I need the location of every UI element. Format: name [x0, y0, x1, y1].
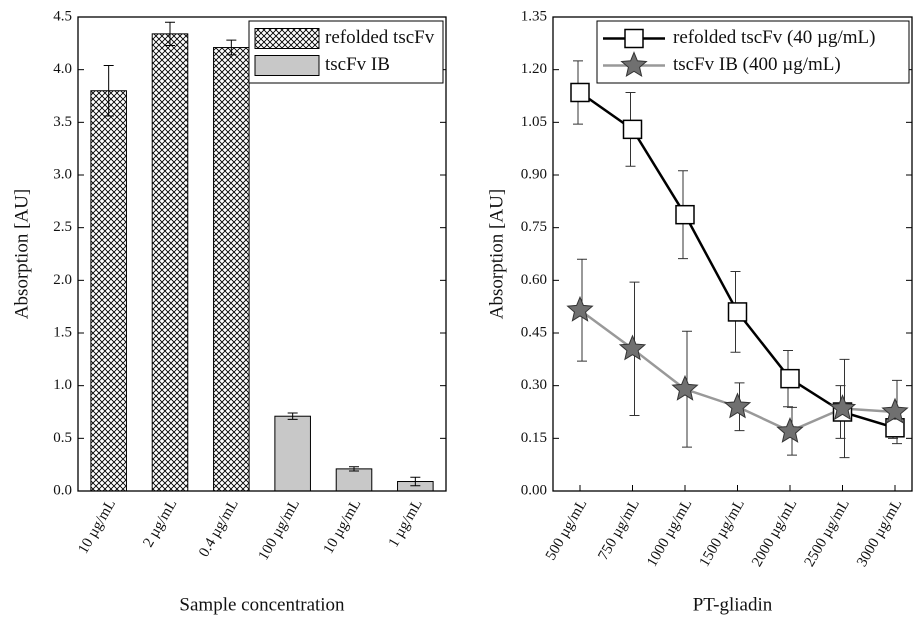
y-tick-label: 4.5	[53, 8, 72, 24]
error-bar	[103, 64, 114, 117]
marker	[885, 418, 905, 438]
y-axis-label: Absorption [AU]	[486, 189, 507, 319]
legend-box	[596, 20, 910, 84]
legend-marker	[620, 51, 648, 78]
y-tick-label: 1.0	[53, 377, 72, 393]
x-tick-label: 2500 µg/mL	[802, 497, 853, 570]
marker	[675, 204, 695, 225]
x-tick-label: 10 µg/mL	[75, 497, 119, 557]
error-bar	[349, 466, 359, 472]
marker	[622, 119, 643, 140]
error-bar	[410, 476, 421, 487]
y-tick-label: 4.0	[53, 61, 72, 77]
legend-marker	[624, 28, 644, 49]
marker	[881, 397, 909, 424]
x-tick-label: 500 µg/mL	[543, 497, 591, 563]
legend-label: refolded tscFv	[325, 27, 435, 48]
x-tick-label: 1000 µg/mL	[644, 497, 695, 570]
error-bar	[165, 21, 175, 46]
y-tick-label: 1.5	[53, 324, 72, 340]
y-tick-label: 1.20	[521, 61, 547, 77]
error-bar	[287, 412, 298, 420]
x-tick-label: 0.4 µg/mL	[196, 497, 242, 560]
legend-label: tscFv IB (400 µg/mL)	[673, 54, 841, 75]
error-bar	[226, 39, 237, 56]
y-tick-label: 0.90	[521, 166, 547, 182]
x-tick-label: 1500 µg/mL	[697, 497, 748, 570]
y-tick-label: 2.0	[53, 272, 72, 288]
x-axis-label: Sample concentration	[179, 594, 345, 615]
bar	[274, 415, 311, 492]
y-tick-label: 3.0	[53, 166, 72, 182]
legend-label: tscFv IB	[325, 54, 390, 75]
bar	[213, 47, 250, 492]
marker	[566, 295, 594, 322]
x-tick-label: 3000 µg/mL	[854, 497, 905, 570]
marker	[776, 416, 804, 443]
y-tick-label: 0.0	[53, 482, 72, 498]
y-axis-label: Absorption [AU]	[11, 189, 32, 319]
legend-swatch	[254, 55, 320, 76]
y-tick-label: 3.5	[53, 114, 72, 130]
bar	[151, 33, 189, 492]
x-tick-label: 10 µg/mL	[321, 497, 365, 557]
plot-frame	[77, 16, 447, 492]
y-tick-label: 0.5	[53, 430, 72, 446]
x-tick-label: 1 µg/mL	[386, 497, 426, 550]
y-tick-label: 0.45	[521, 324, 547, 340]
marker	[671, 374, 699, 401]
marker	[618, 334, 647, 361]
marker	[828, 394, 857, 421]
y-tick-label: 0.00	[521, 482, 547, 498]
y-tick-label: 0.75	[521, 219, 547, 235]
y-tick-label: 1.05	[521, 114, 547, 130]
marker	[727, 302, 748, 322]
legend-label: refolded tscFv (40 µg/mL)	[673, 27, 876, 48]
y-tick-label: 2.5	[53, 219, 72, 235]
x-tick-label: 750 µg/mL	[595, 497, 643, 563]
legend-swatch	[254, 28, 320, 49]
series-line	[579, 91, 896, 429]
y-tick-label: 0.60	[521, 272, 547, 288]
marker	[780, 368, 800, 389]
bar	[335, 468, 373, 492]
bar	[90, 90, 127, 492]
plot-frame	[552, 16, 913, 492]
y-tick-label: 0.30	[521, 377, 547, 393]
y-tick-label: 1.35	[521, 8, 547, 24]
y-tick-label: 0.15	[521, 430, 547, 446]
marker	[570, 82, 590, 103]
x-axis-label: PT-gliadin	[693, 594, 773, 615]
x-tick-label: 2 µg/mL	[140, 497, 180, 550]
marker	[723, 392, 752, 419]
x-tick-label: 2000 µg/mL	[749, 497, 800, 570]
x-tick-label: 100 µg/mL	[256, 497, 304, 563]
